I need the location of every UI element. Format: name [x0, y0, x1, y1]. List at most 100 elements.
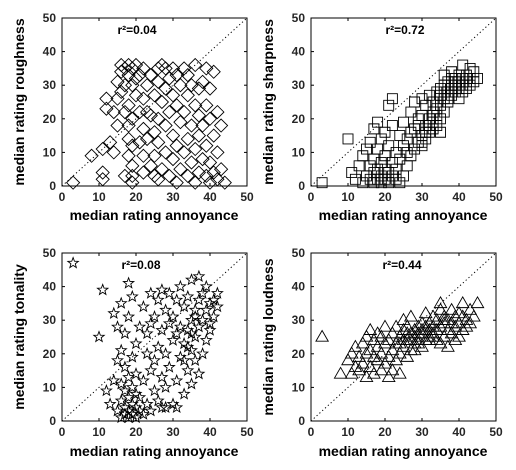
data-point [95, 165, 110, 180]
data-point [140, 397, 154, 410]
data-point [385, 343, 400, 356]
data-point [155, 283, 169, 296]
data-point [162, 168, 177, 184]
y-tick-label: 10 [292, 380, 306, 394]
y-tick-label: 40 [292, 45, 306, 59]
data-point [368, 167, 380, 179]
data-point [159, 347, 173, 360]
data-point [411, 332, 426, 346]
x-axis-label: median rating annoyance [319, 207, 488, 223]
plot-frame [310, 17, 497, 187]
data-point [114, 394, 128, 407]
y-tick-label: 40 [43, 280, 57, 294]
data-point [457, 79, 469, 91]
data-point [435, 89, 446, 101]
data-point [423, 89, 435, 101]
data-point [472, 73, 483, 84]
data-point [148, 353, 161, 367]
data-point [411, 336, 426, 349]
data-point [427, 123, 439, 135]
data-point [437, 312, 452, 325]
data-point [158, 81, 173, 96]
data-point [147, 148, 162, 163]
data-point [95, 141, 110, 157]
data-point [129, 336, 143, 350]
panel-annotation: r²=0.44 [382, 258, 421, 272]
data-point [191, 165, 207, 180]
panel-loudness: r²=0.44 median rating annoyance median r… [260, 246, 503, 459]
data-point [170, 293, 184, 306]
data-point [129, 367, 143, 380]
data-point [463, 302, 478, 315]
data-point [444, 302, 459, 315]
x-tick-label: 30 [415, 190, 429, 204]
data-point [199, 279, 213, 293]
data-point [392, 346, 407, 359]
data-point [468, 66, 480, 78]
data-point [383, 167, 395, 179]
data-point [396, 332, 411, 346]
data-point [125, 289, 139, 303]
data-point [180, 131, 195, 147]
panel-sharpness: r²=0.72 median rating annoyance median r… [260, 11, 503, 223]
data-point [125, 138, 140, 153]
x-tick-label: 40 [452, 425, 466, 439]
data-point [203, 296, 217, 309]
data-point [111, 353, 124, 367]
data-point [452, 316, 466, 329]
data-point [372, 173, 384, 185]
panel-annotation: r²=0.08 [121, 258, 160, 272]
data-point [442, 93, 454, 105]
data-point [118, 383, 132, 397]
data-point [143, 108, 158, 123]
y-tick-label: 20 [43, 347, 57, 361]
data-point [125, 168, 140, 184]
data-point [151, 135, 166, 150]
data-point [346, 167, 358, 179]
data-point [394, 130, 406, 142]
data-point [99, 383, 113, 397]
data-point [449, 76, 461, 88]
data-point [446, 66, 458, 78]
data-point [464, 62, 476, 74]
data-point [359, 346, 374, 359]
data-point [440, 339, 455, 352]
data-point [154, 162, 170, 177]
data-point [169, 175, 184, 190]
data-point [420, 126, 432, 138]
data-point [423, 113, 435, 125]
data-point [144, 363, 158, 377]
data-point [176, 61, 192, 76]
data-point [191, 81, 207, 96]
data-point [202, 111, 218, 126]
data-point [366, 332, 381, 346]
y-tick-label: 50 [292, 246, 306, 260]
data-point [185, 343, 198, 356]
data-point [213, 118, 229, 133]
x-tick-label: 20 [129, 425, 143, 439]
data-point [162, 316, 176, 330]
data-point [374, 329, 389, 342]
data-point [363, 322, 378, 335]
data-point [185, 313, 198, 326]
data-point [203, 323, 217, 336]
data-point [370, 353, 385, 366]
data-point [207, 310, 221, 323]
data-point [359, 329, 374, 342]
data-point [416, 136, 428, 148]
data-point [383, 99, 395, 111]
data-point [210, 299, 224, 313]
data-point [106, 145, 121, 160]
data-point [415, 326, 429, 339]
data-point [99, 101, 114, 116]
data-point [92, 330, 106, 343]
data-point [192, 269, 206, 283]
y-tick-label: 10 [43, 145, 57, 159]
data-point [381, 369, 396, 382]
data-point [196, 347, 210, 360]
data-point [368, 153, 380, 165]
data-point [361, 143, 372, 155]
data-point [378, 319, 392, 332]
data-point [431, 86, 443, 98]
data-point [389, 353, 404, 366]
